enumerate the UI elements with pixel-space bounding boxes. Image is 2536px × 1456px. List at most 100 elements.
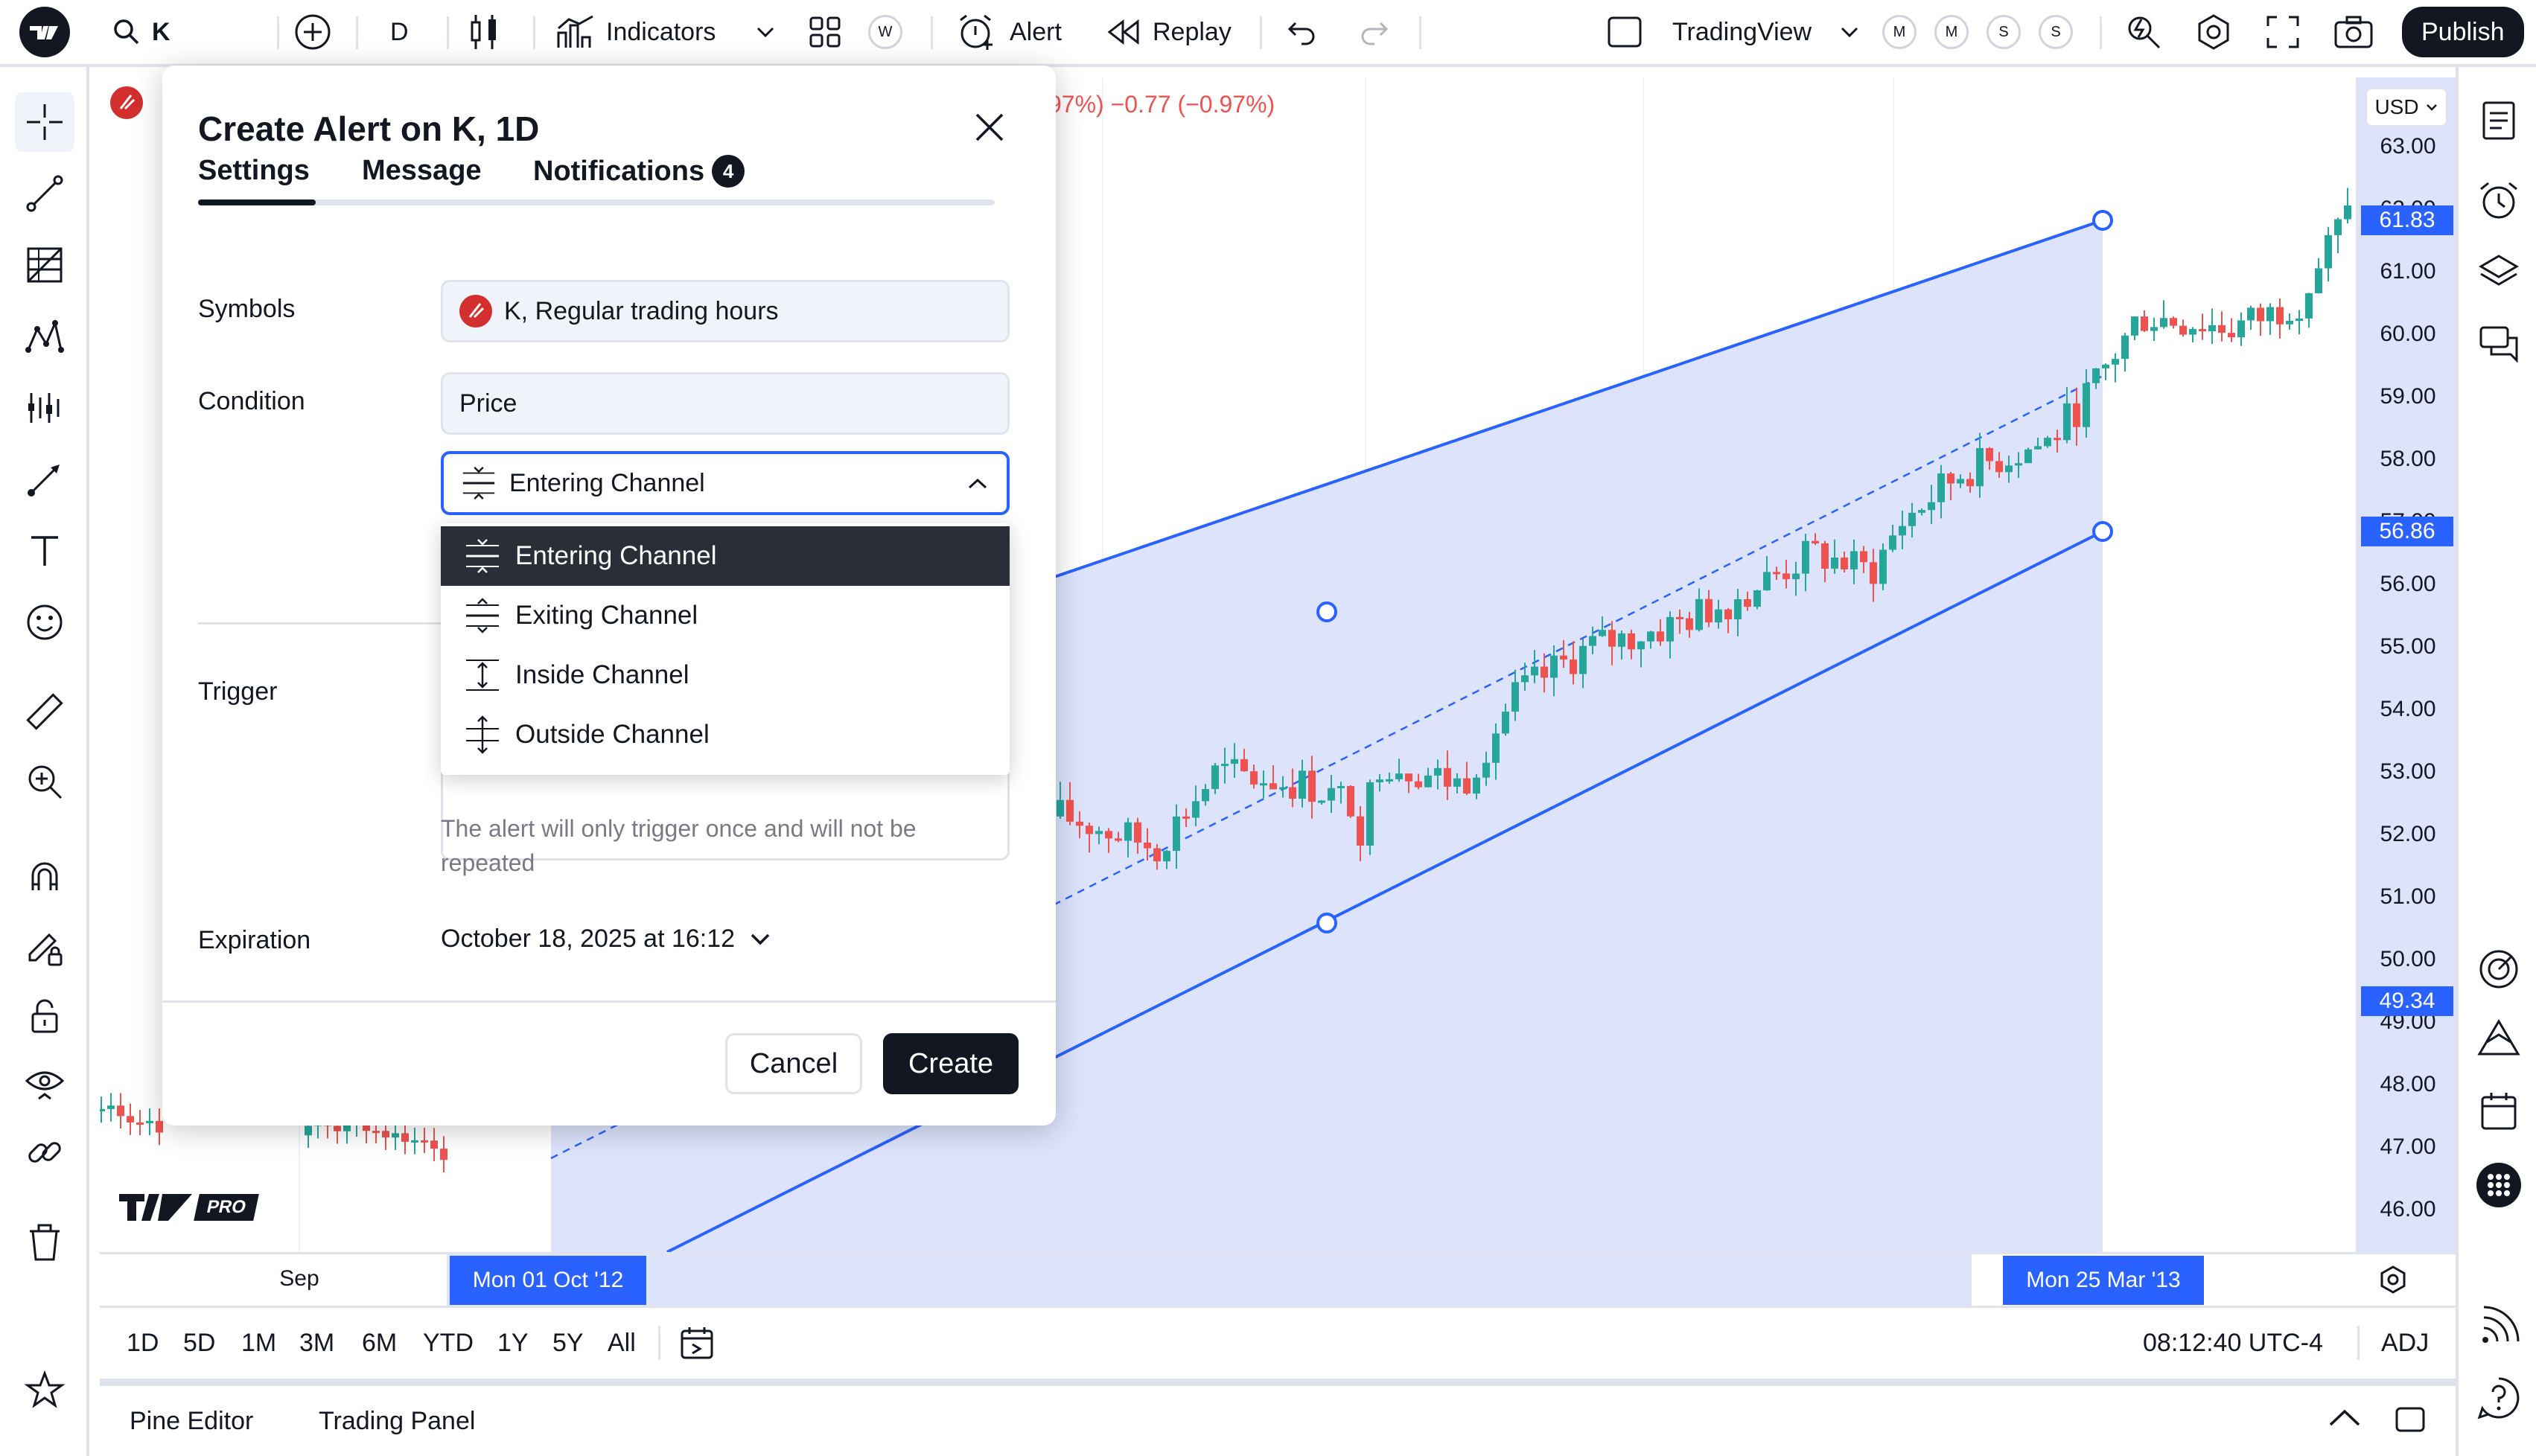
layout-grid-button[interactable] [809, 0, 841, 64]
option-entering-channel[interactable]: Entering Channel [441, 526, 1010, 586]
symbol-search[interactable]: K [112, 0, 171, 64]
quick-search-button[interactable] [2125, 0, 2162, 64]
remove-drawings-tool[interactable] [15, 1213, 74, 1273]
channel-handle[interactable] [2092, 521, 2113, 542]
indicators-button[interactable]: Indicators [557, 0, 716, 64]
range-6m[interactable]: 6M [362, 1328, 398, 1357]
replay-button[interactable]: Replay [1106, 0, 1232, 64]
condition-type-select[interactable]: Entering Channel [441, 451, 1010, 515]
price-tick: 58.00 [2380, 447, 2436, 471]
channel-handle[interactable] [1316, 601, 1337, 622]
emoji-tool[interactable] [15, 593, 74, 652]
undo-button[interactable] [1287, 0, 1316, 64]
adjust-button[interactable]: ADJ [2381, 1328, 2430, 1357]
tab-trading-panel[interactable]: Trading Panel [319, 1406, 476, 1435]
tradingview-logo[interactable] [19, 0, 70, 64]
alert-button[interactable]: Alert [958, 0, 1062, 64]
candle-body [1182, 816, 1190, 819]
symbols-field[interactable]: K, Regular trading hours [441, 280, 1010, 342]
cancel-button[interactable]: Cancel [725, 1033, 862, 1094]
candle-body [1957, 479, 1964, 484]
condition-source-field[interactable]: Price [441, 372, 1010, 435]
maximize-panel-button[interactable] [2393, 1402, 2427, 1440]
clock-timezone[interactable]: 08:12:40 UTC-4 [2143, 1328, 2323, 1357]
chats-button[interactable] [2472, 317, 2526, 371]
option-outside-channel[interactable]: Outside Channel [441, 705, 1010, 764]
candle-body [343, 1124, 351, 1131]
snapshot-button[interactable] [2333, 0, 2374, 64]
measure-tool[interactable] [15, 682, 74, 741]
tab-message[interactable]: Message [362, 155, 482, 186]
range-1d[interactable]: 1D [127, 1328, 159, 1357]
calendar-button[interactable] [2472, 1084, 2526, 1137]
link-tool[interactable] [15, 1123, 74, 1182]
help-button[interactable] [2472, 1371, 2526, 1425]
candle-body [1231, 759, 1238, 764]
hide-drawings-tool[interactable] [15, 1054, 74, 1114]
tab-notifications[interactable]: Notifications 4 [533, 155, 745, 188]
watchlist-button[interactable] [2472, 94, 2526, 147]
fib-tool[interactable] [15, 235, 74, 295]
forecast-tool[interactable] [15, 378, 74, 438]
collab-badge-1[interactable]: M [1882, 0, 1917, 64]
layout-name-dropdown[interactable] [1839, 0, 1860, 64]
fullscreen-button[interactable] [2266, 0, 2299, 64]
layout-badge[interactable]: W [868, 0, 902, 64]
expand-panel-button[interactable] [2326, 1404, 2363, 1437]
object-tree-button[interactable] [2472, 246, 2526, 299]
lock-all-tool[interactable] [15, 986, 74, 1045]
goto-date-button[interactable] [679, 1308, 718, 1378]
tab-pine-editor[interactable]: Pine Editor [130, 1406, 254, 1435]
channel-handle[interactable] [2092, 210, 2113, 231]
range-5d[interactable]: 5D [183, 1328, 216, 1357]
screener-button[interactable] [2472, 942, 2526, 996]
expiration-picker[interactable]: October 18, 2025 at 16:12 [441, 925, 772, 954]
channel-handle[interactable] [1316, 913, 1337, 933]
indicators-dropdown[interactable] [755, 0, 776, 64]
text-tool[interactable] [15, 521, 74, 581]
trendline-tool[interactable] [15, 164, 74, 223]
crosshair-tool[interactable] [15, 92, 74, 152]
zoom-tool[interactable] [15, 752, 74, 811]
option-inside-channel[interactable]: Inside Channel [441, 645, 1010, 705]
close-button[interactable] [971, 109, 1008, 150]
compare-symbol-button[interactable] [293, 0, 332, 64]
layout-name-button[interactable]: TradingView [1607, 0, 1812, 64]
settings-button[interactable] [2195, 0, 2232, 64]
create-button[interactable]: Create [883, 1033, 1019, 1094]
chart-symbol-logo[interactable] [110, 86, 143, 123]
magnet-tool[interactable] [15, 849, 74, 908]
alerts-button[interactable] [2472, 174, 2526, 228]
collab-badge-3[interactable]: S [1987, 0, 2021, 64]
collab-badge-4[interactable]: S [2039, 0, 2073, 64]
option-exiting-channel[interactable]: Exiting Channel [441, 586, 1010, 645]
time-axis[interactable]: SepNovDec2013FebMar Mon 01 Oct '12 Mon 2… [100, 1252, 2456, 1308]
collab-badge-2[interactable]: M [1934, 0, 1969, 64]
redo-button[interactable] [1360, 0, 1389, 64]
price-tick: 50.00 [2380, 947, 2436, 971]
range-1y[interactable]: 1Y [497, 1328, 529, 1357]
lock-drawings-tool[interactable] [15, 919, 74, 978]
ideas-button[interactable] [2472, 1012, 2526, 1066]
interval-button[interactable]: D [390, 17, 409, 46]
range-5y[interactable]: 5Y [552, 1328, 584, 1357]
apps-button[interactable] [2472, 1158, 2526, 1212]
range-all[interactable]: All [608, 1328, 636, 1357]
favorites-tool[interactable] [15, 1361, 74, 1420]
range-ytd[interactable]: YTD [423, 1328, 474, 1357]
candle-body [2276, 307, 2284, 325]
range-3m[interactable]: 3M [299, 1328, 335, 1357]
channel-lower-line[interactable] [666, 530, 2103, 1254]
candles-type-button[interactable] [468, 0, 502, 64]
brush-tool[interactable] [15, 450, 74, 509]
publish-button[interactable]: Publish [2402, 0, 2524, 64]
price-axis[interactable]: USD 63.0062.0061.0060.0059.0058.0057.005… [2356, 77, 2458, 1306]
tab-settings[interactable]: Settings [198, 155, 310, 186]
streams-button[interactable] [2472, 1300, 2526, 1353]
candle-body [1821, 543, 1829, 569]
range-1m[interactable]: 1M [241, 1328, 277, 1357]
price-tick: 55.00 [2380, 634, 2436, 659]
currency-selector[interactable]: USD [2365, 88, 2447, 127]
axis-settings-button[interactable] [2378, 1265, 2408, 1298]
patterns-tool[interactable] [15, 307, 74, 366]
